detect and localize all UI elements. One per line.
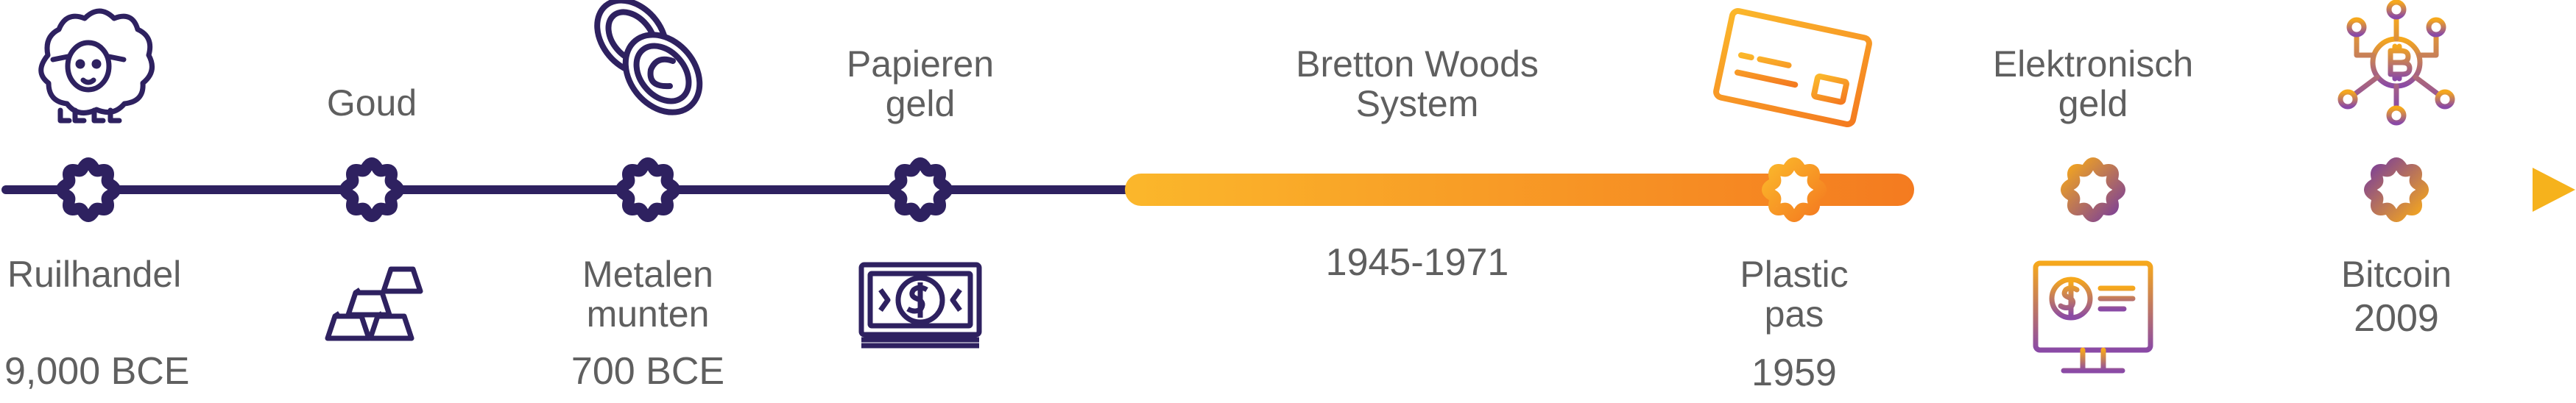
timeline-node-ruilhandel bbox=[56, 157, 121, 222]
event-date-bitcoin: 2009 bbox=[2354, 297, 2439, 340]
timeline-node-goud bbox=[339, 157, 404, 222]
event-label-elektronisch-geld: Elektronisch geld bbox=[1992, 43, 2194, 124]
event-label-papieren-geld: Papieren geld bbox=[846, 43, 995, 124]
timeline-arrowhead bbox=[2533, 168, 2575, 212]
event-label-goud: Goud bbox=[326, 82, 417, 124]
sheep-icon bbox=[38, 8, 155, 124]
timeline-node-elektronisch bbox=[2061, 157, 2125, 222]
bitcoin-network-icon bbox=[2337, 0, 2455, 126]
timeline-node-plastic bbox=[1762, 157, 1827, 222]
event-date-plastic-pas: 1959 bbox=[1751, 352, 1837, 394]
event-label-bretton-woods: Bretton Woods System bbox=[1296, 43, 1539, 124]
event-label-plastic-pas: Plastic pas bbox=[1740, 254, 1849, 335]
event-date-ruilhandel: 9,000 BCE bbox=[4, 350, 190, 393]
event-label-bitcoin: Bitcoin bbox=[2340, 254, 2452, 295]
event-date-bretton-woods: 1945-1971 bbox=[1325, 241, 1509, 284]
event-label-metalen-munten: Metalen munten bbox=[582, 254, 713, 335]
gold-bars-icon bbox=[325, 266, 423, 341]
timeline-node-bitcoin bbox=[2364, 157, 2429, 222]
event-label-ruilhandel: Ruilhandel bbox=[7, 254, 182, 295]
timeline-bar-bretton-woods bbox=[1125, 174, 1914, 206]
timeline-node-papieren bbox=[888, 157, 953, 222]
credit-card-icon bbox=[1713, 8, 1872, 127]
computer-dollar-icon bbox=[2033, 260, 2153, 374]
event-date-metalen-munten: 700 BCE bbox=[571, 350, 725, 393]
coins-icon bbox=[594, 0, 703, 115]
timeline-node-metalen bbox=[615, 157, 680, 222]
banknote-icon bbox=[858, 262, 982, 349]
